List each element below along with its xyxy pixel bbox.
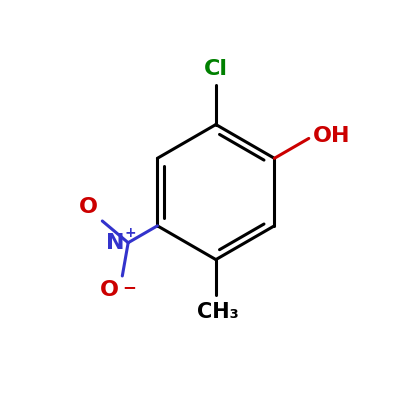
Text: +: + [124,226,136,240]
Text: OH: OH [313,126,350,146]
Text: CH₃: CH₃ [197,302,239,322]
Text: O: O [100,280,119,300]
Text: Cl: Cl [204,59,228,79]
Text: O: O [79,197,98,217]
Text: N: N [106,233,125,253]
Text: −: − [122,278,136,296]
